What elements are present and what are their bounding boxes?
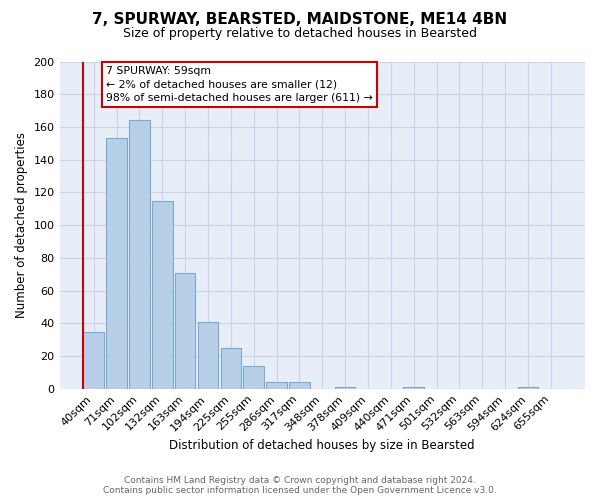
Bar <box>403 387 424 389</box>
Bar <box>518 387 538 389</box>
Bar <box>175 272 196 389</box>
Bar <box>335 387 355 389</box>
Bar <box>266 382 287 389</box>
Bar <box>152 200 173 389</box>
Text: Size of property relative to detached houses in Bearsted: Size of property relative to detached ho… <box>123 28 477 40</box>
Bar <box>221 348 241 389</box>
Y-axis label: Number of detached properties: Number of detached properties <box>15 132 28 318</box>
Bar <box>244 366 264 389</box>
Bar <box>83 332 104 389</box>
X-axis label: Distribution of detached houses by size in Bearsted: Distribution of detached houses by size … <box>169 440 475 452</box>
Text: 7, SPURWAY, BEARSTED, MAIDSTONE, ME14 4BN: 7, SPURWAY, BEARSTED, MAIDSTONE, ME14 4B… <box>92 12 508 28</box>
Bar <box>198 322 218 389</box>
Text: 7 SPURWAY: 59sqm
← 2% of detached houses are smaller (12)
98% of semi-detached h: 7 SPURWAY: 59sqm ← 2% of detached houses… <box>106 66 373 103</box>
Bar <box>289 382 310 389</box>
Bar <box>129 120 150 389</box>
Text: Contains HM Land Registry data © Crown copyright and database right 2024.
Contai: Contains HM Land Registry data © Crown c… <box>103 476 497 495</box>
Bar <box>106 138 127 389</box>
